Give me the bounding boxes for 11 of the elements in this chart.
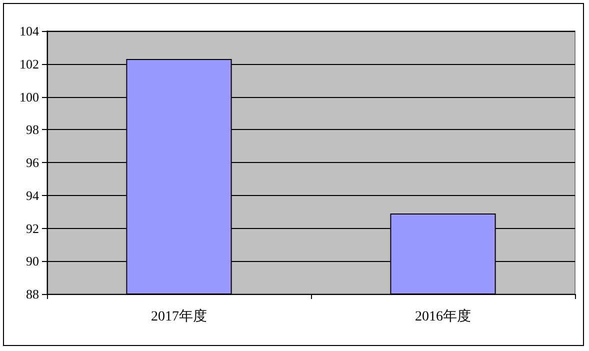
y-tick-label: 96 xyxy=(26,155,40,170)
x-tick-label: 2017年度 xyxy=(151,308,207,324)
y-tick-label: 98 xyxy=(26,122,39,138)
y-tick-label: 88 xyxy=(26,286,39,302)
x-tick-label: 2016年度 xyxy=(415,308,471,324)
y-tick-label: 102 xyxy=(20,56,39,72)
y-tick-label: 90 xyxy=(26,254,39,269)
y-tick-label: 94 xyxy=(26,188,40,203)
y-tick-label: 104 xyxy=(20,24,40,38)
y-tick-label: 100 xyxy=(20,89,39,104)
y-tick-label: 92 xyxy=(26,220,39,236)
